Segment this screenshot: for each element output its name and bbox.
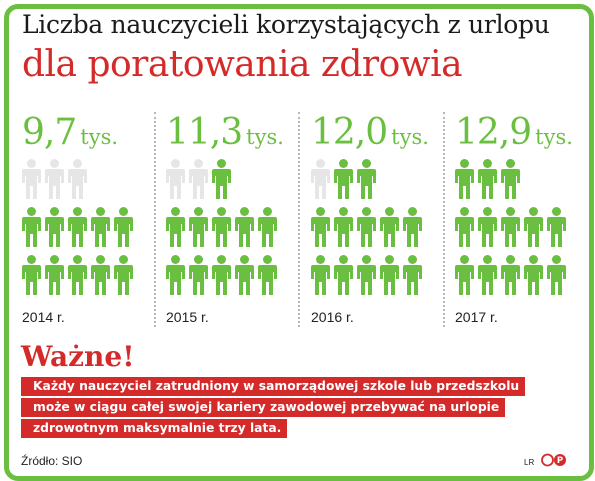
person-icon-filled: [455, 159, 474, 199]
person-icon-filled: [455, 255, 474, 295]
year-label: 2016 r.: [311, 309, 354, 325]
person-icon-filled: [22, 255, 41, 295]
person-icon-filled: [114, 255, 133, 295]
person-icon-filled: [166, 255, 185, 295]
person-icon-filled: [380, 207, 399, 247]
person-icon-filled: [357, 159, 376, 199]
person-icon-empty: [189, 159, 208, 199]
person-icon-filled: [189, 207, 208, 247]
rp-logo-icon: P: [541, 453, 566, 467]
source-label: Źródło: SIO: [21, 454, 83, 468]
value-label: 12,9 tys.: [455, 112, 573, 153]
year-label: 2017 r.: [455, 309, 498, 325]
person-icon-filled: [68, 255, 87, 295]
person-icon-filled: [22, 207, 41, 247]
column-divider: [154, 112, 156, 327]
person-icon-filled: [501, 255, 520, 295]
person-icon-filled: [258, 207, 277, 247]
column-2015: 11,3 tys. 2015 r.: [166, 112, 306, 327]
note-heading: Ważne!: [21, 340, 135, 373]
person-icon-filled: [114, 207, 133, 247]
year-label: 2015 r.: [166, 309, 209, 325]
person-icon-filled: [478, 159, 497, 199]
person-icon-filled: [91, 255, 110, 295]
year-label: 2014 r.: [22, 309, 65, 325]
pictogram-2016: [311, 159, 422, 295]
person-icon-filled: [334, 255, 353, 295]
pictogram-2014: [22, 159, 133, 295]
person-icon-empty: [311, 159, 330, 199]
column-divider: [298, 112, 300, 327]
person-icon-filled: [478, 207, 497, 247]
person-icon-filled: [524, 255, 543, 295]
title-line-2: dla poratowania zdrowia: [22, 44, 463, 85]
person-icon-empty: [166, 159, 185, 199]
person-icon-filled: [311, 207, 330, 247]
value-label: 11,3 tys.: [166, 112, 284, 153]
person-icon-filled: [212, 159, 231, 199]
person-icon-filled: [235, 255, 254, 295]
note-line: może w ciągu całej swojej kariery zawodo…: [21, 398, 506, 417]
title-line-1: Liczba nauczycieli korzystających z urlo…: [22, 10, 550, 39]
person-icon-empty: [45, 159, 64, 199]
note-line: Każdy nauczyciel zatrudniony w samorządo…: [21, 377, 526, 396]
person-icon-filled: [189, 255, 208, 295]
person-icon-filled: [91, 207, 110, 247]
pictogram-2015: [166, 159, 277, 295]
person-icon-filled: [455, 207, 474, 247]
person-icon-filled: [547, 207, 566, 247]
column-divider: [443, 112, 445, 327]
person-icon-filled: [501, 159, 520, 199]
person-icon-filled: [334, 159, 353, 199]
person-icon-filled: [235, 207, 254, 247]
person-icon-filled: [357, 207, 376, 247]
person-icon-filled: [478, 255, 497, 295]
person-icon-filled: [311, 255, 330, 295]
value-label: 9,7 tys.: [22, 112, 119, 153]
person-icon-filled: [68, 207, 87, 247]
svg-text:P: P: [557, 456, 563, 466]
pictogram-2017: [455, 159, 566, 295]
person-icon-filled: [403, 255, 422, 295]
person-icon-filled: [501, 207, 520, 247]
note-box: Każdy nauczyciel zatrudniony w samorządo…: [21, 377, 561, 440]
note-line: zdrowotnym maksymalnie trzy lata.: [21, 419, 288, 438]
person-icon-filled: [547, 255, 566, 295]
person-icon-filled: [212, 255, 231, 295]
column-2016: 12,0 tys. 2016 r.: [311, 112, 451, 327]
person-icon-filled: [45, 255, 64, 295]
person-icon-filled: [212, 207, 231, 247]
person-icon-filled: [403, 207, 422, 247]
person-icon-filled: [380, 255, 399, 295]
person-icon-filled: [524, 207, 543, 247]
author-initials: LR: [524, 458, 535, 467]
person-icon-filled: [334, 207, 353, 247]
column-2014: 9,7 tys. 2014 r.: [22, 112, 162, 327]
person-icon-filled: [45, 207, 64, 247]
person-icon-empty: [22, 159, 41, 199]
person-icon-filled: [357, 255, 376, 295]
person-icon-filled: [166, 207, 185, 247]
person-icon-empty: [68, 159, 87, 199]
person-icon-filled: [258, 255, 277, 295]
value-label: 12,0 tys.: [311, 112, 429, 153]
column-2017: 12,9 tys. 2017 r.: [455, 112, 595, 327]
